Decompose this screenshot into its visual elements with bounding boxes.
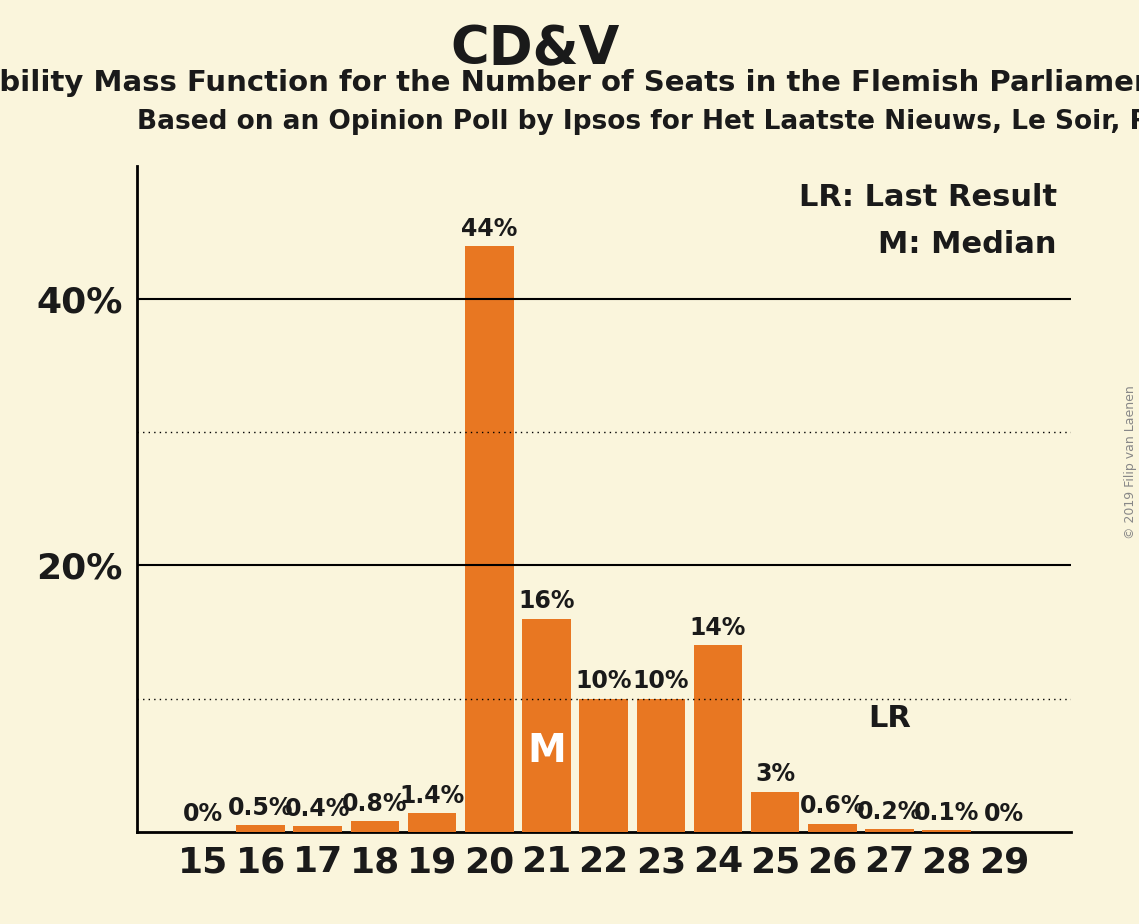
Text: 44%: 44% <box>461 217 517 241</box>
Text: 0%: 0% <box>984 802 1024 826</box>
Text: LR: LR <box>868 704 911 733</box>
Text: 3%: 3% <box>755 762 795 786</box>
Bar <box>236 825 285 832</box>
Text: 14%: 14% <box>690 616 746 640</box>
Bar <box>808 823 857 832</box>
Text: 1.4%: 1.4% <box>400 784 465 808</box>
Text: CD&V: CD&V <box>451 23 620 75</box>
Text: 0.1%: 0.1% <box>913 801 980 825</box>
Text: 0.6%: 0.6% <box>800 795 866 819</box>
Text: 0.2%: 0.2% <box>857 799 923 823</box>
Bar <box>408 813 457 832</box>
Bar <box>866 829 913 832</box>
Text: M: Median: M: Median <box>878 229 1057 259</box>
Bar <box>465 246 514 832</box>
Text: 10%: 10% <box>575 669 632 693</box>
Text: © 2019 Filip van Laenen: © 2019 Filip van Laenen <box>1124 385 1137 539</box>
Text: Based on an Opinion Poll by Ipsos for Het Laatste Nieuws, Le Soir, RTL TVi and V: Based on an Opinion Poll by Ipsos for He… <box>137 109 1139 135</box>
Text: LR: Last Result: LR: Last Result <box>798 183 1057 212</box>
Bar <box>694 645 743 832</box>
Text: Probability Mass Function for the Number of Seats in the Flemish Parliament: Probability Mass Function for the Number… <box>0 69 1139 97</box>
Bar <box>580 699 628 832</box>
Text: 10%: 10% <box>632 669 689 693</box>
Text: 0.8%: 0.8% <box>342 792 408 816</box>
Bar <box>637 699 686 832</box>
Text: 0%: 0% <box>183 802 223 826</box>
Text: M: M <box>527 732 566 770</box>
Bar <box>522 619 571 832</box>
Text: 0.4%: 0.4% <box>285 797 351 821</box>
Text: 16%: 16% <box>518 590 575 614</box>
Bar <box>351 821 400 832</box>
Bar <box>751 792 800 832</box>
Bar <box>294 826 342 832</box>
Bar <box>923 831 972 832</box>
Text: 0.5%: 0.5% <box>228 796 294 820</box>
